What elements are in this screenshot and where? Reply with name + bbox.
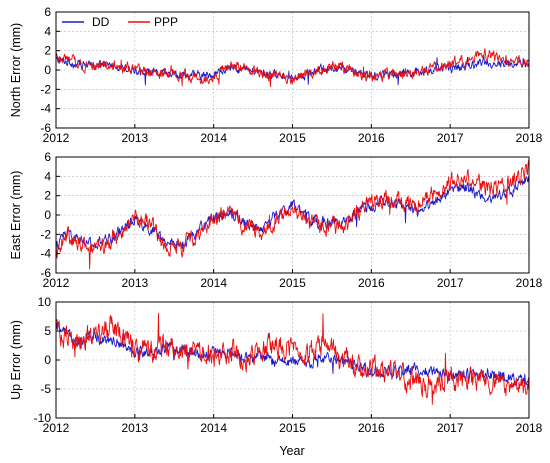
x-tick-label: 2012 <box>43 276 70 290</box>
y-tick-label: 2 <box>44 44 51 58</box>
x-tick-label: 2013 <box>121 276 148 290</box>
x-tick-label: 2013 <box>121 421 148 435</box>
north-grid <box>56 12 529 128</box>
panel-up: 10 5 0 -5 -10 2012 2013 2014 2015 2016 2017 2018 <box>34 295 543 435</box>
y-tick-label: -4 <box>40 247 51 261</box>
x-tick-label: 2016 <box>358 276 385 290</box>
y-tick-label: -6 <box>40 266 51 280</box>
x-tick-label: 2017 <box>437 421 464 435</box>
east-yticks: 6 4 2 0 -2 -4 -6 <box>40 150 60 280</box>
east-xticks: 2012 2013 2014 2015 2016 2017 2018 <box>43 269 543 290</box>
y-tick-label: -2 <box>40 227 51 241</box>
series-dd-line <box>55 321 530 386</box>
x-tick-label: 2016 <box>358 421 385 435</box>
y-tick-label: 6 <box>44 5 51 19</box>
x-tick-label: 2014 <box>200 276 227 290</box>
x-tick-label: 2014 <box>200 131 227 145</box>
x-tick-label: 2012 <box>43 421 70 435</box>
y-tick-label: -10 <box>34 411 52 425</box>
y-tick-label: 2 <box>44 189 51 203</box>
y-tick-label: 5 <box>44 324 51 338</box>
north-xticks: 2012 2013 2014 2015 2016 2017 2018 <box>43 124 543 145</box>
x-tick-label: 2015 <box>279 276 306 290</box>
east-traces <box>55 160 530 270</box>
legend-dd-label: DD <box>92 15 110 29</box>
up-yticks: 10 5 0 -5 -10 <box>34 295 60 425</box>
series-dd-line <box>55 176 530 256</box>
x-tick-label: 2017 <box>437 131 464 145</box>
panel-east: 6 4 2 0 -2 -4 -6 2012 2013 2014 2015 2016 2017 2018 <box>40 150 542 290</box>
series-ppp-line <box>55 48 530 87</box>
y-tick-label: 4 <box>44 169 51 183</box>
y-tick-label: 6 <box>44 150 51 164</box>
y-tick-label: 4 <box>44 24 51 38</box>
x-axis-label: Year <box>279 444 304 458</box>
y-tick-label: 0 <box>44 353 51 367</box>
y-tick-label: -5 <box>40 382 51 396</box>
series-ppp-line <box>55 160 530 270</box>
north-yticks: 6 4 2 0 -2 -4 -6 <box>40 5 60 135</box>
up-ylabel: Up Error (mm) <box>9 320 23 400</box>
x-tick-label: 2014 <box>200 421 227 435</box>
y-tick-label: 0 <box>44 208 51 222</box>
up-traces <box>55 312 530 405</box>
x-tick-label: 2018 <box>516 421 543 435</box>
x-tick-label: 2013 <box>121 131 148 145</box>
legend-ppp-label: PPP <box>154 15 178 29</box>
north-ylabel: North Error (mm) <box>9 23 23 117</box>
east-grid <box>56 157 529 273</box>
x-tick-label: 2016 <box>358 131 385 145</box>
x-tick-label: 2015 <box>279 421 306 435</box>
x-tick-label: 2018 <box>516 276 543 290</box>
y-tick-label: 0 <box>44 63 51 77</box>
y-tick-label: -2 <box>40 82 51 96</box>
y-tick-label: -4 <box>40 102 51 116</box>
x-tick-label: 2017 <box>437 276 464 290</box>
series-ppp-line <box>55 312 530 405</box>
north-traces <box>55 48 530 87</box>
y-tick-label: -6 <box>40 121 51 135</box>
x-tick-label: 2012 <box>43 131 70 145</box>
legend: DD PPP <box>62 15 178 29</box>
up-xticks: 2012 2013 2014 2015 2016 2017 2018 <box>43 414 543 435</box>
east-ylabel: East Error (mm) <box>9 171 23 260</box>
y-tick-label: 10 <box>38 295 52 309</box>
x-tick-label: 2015 <box>279 131 306 145</box>
x-tick-label: 2018 <box>516 131 543 145</box>
